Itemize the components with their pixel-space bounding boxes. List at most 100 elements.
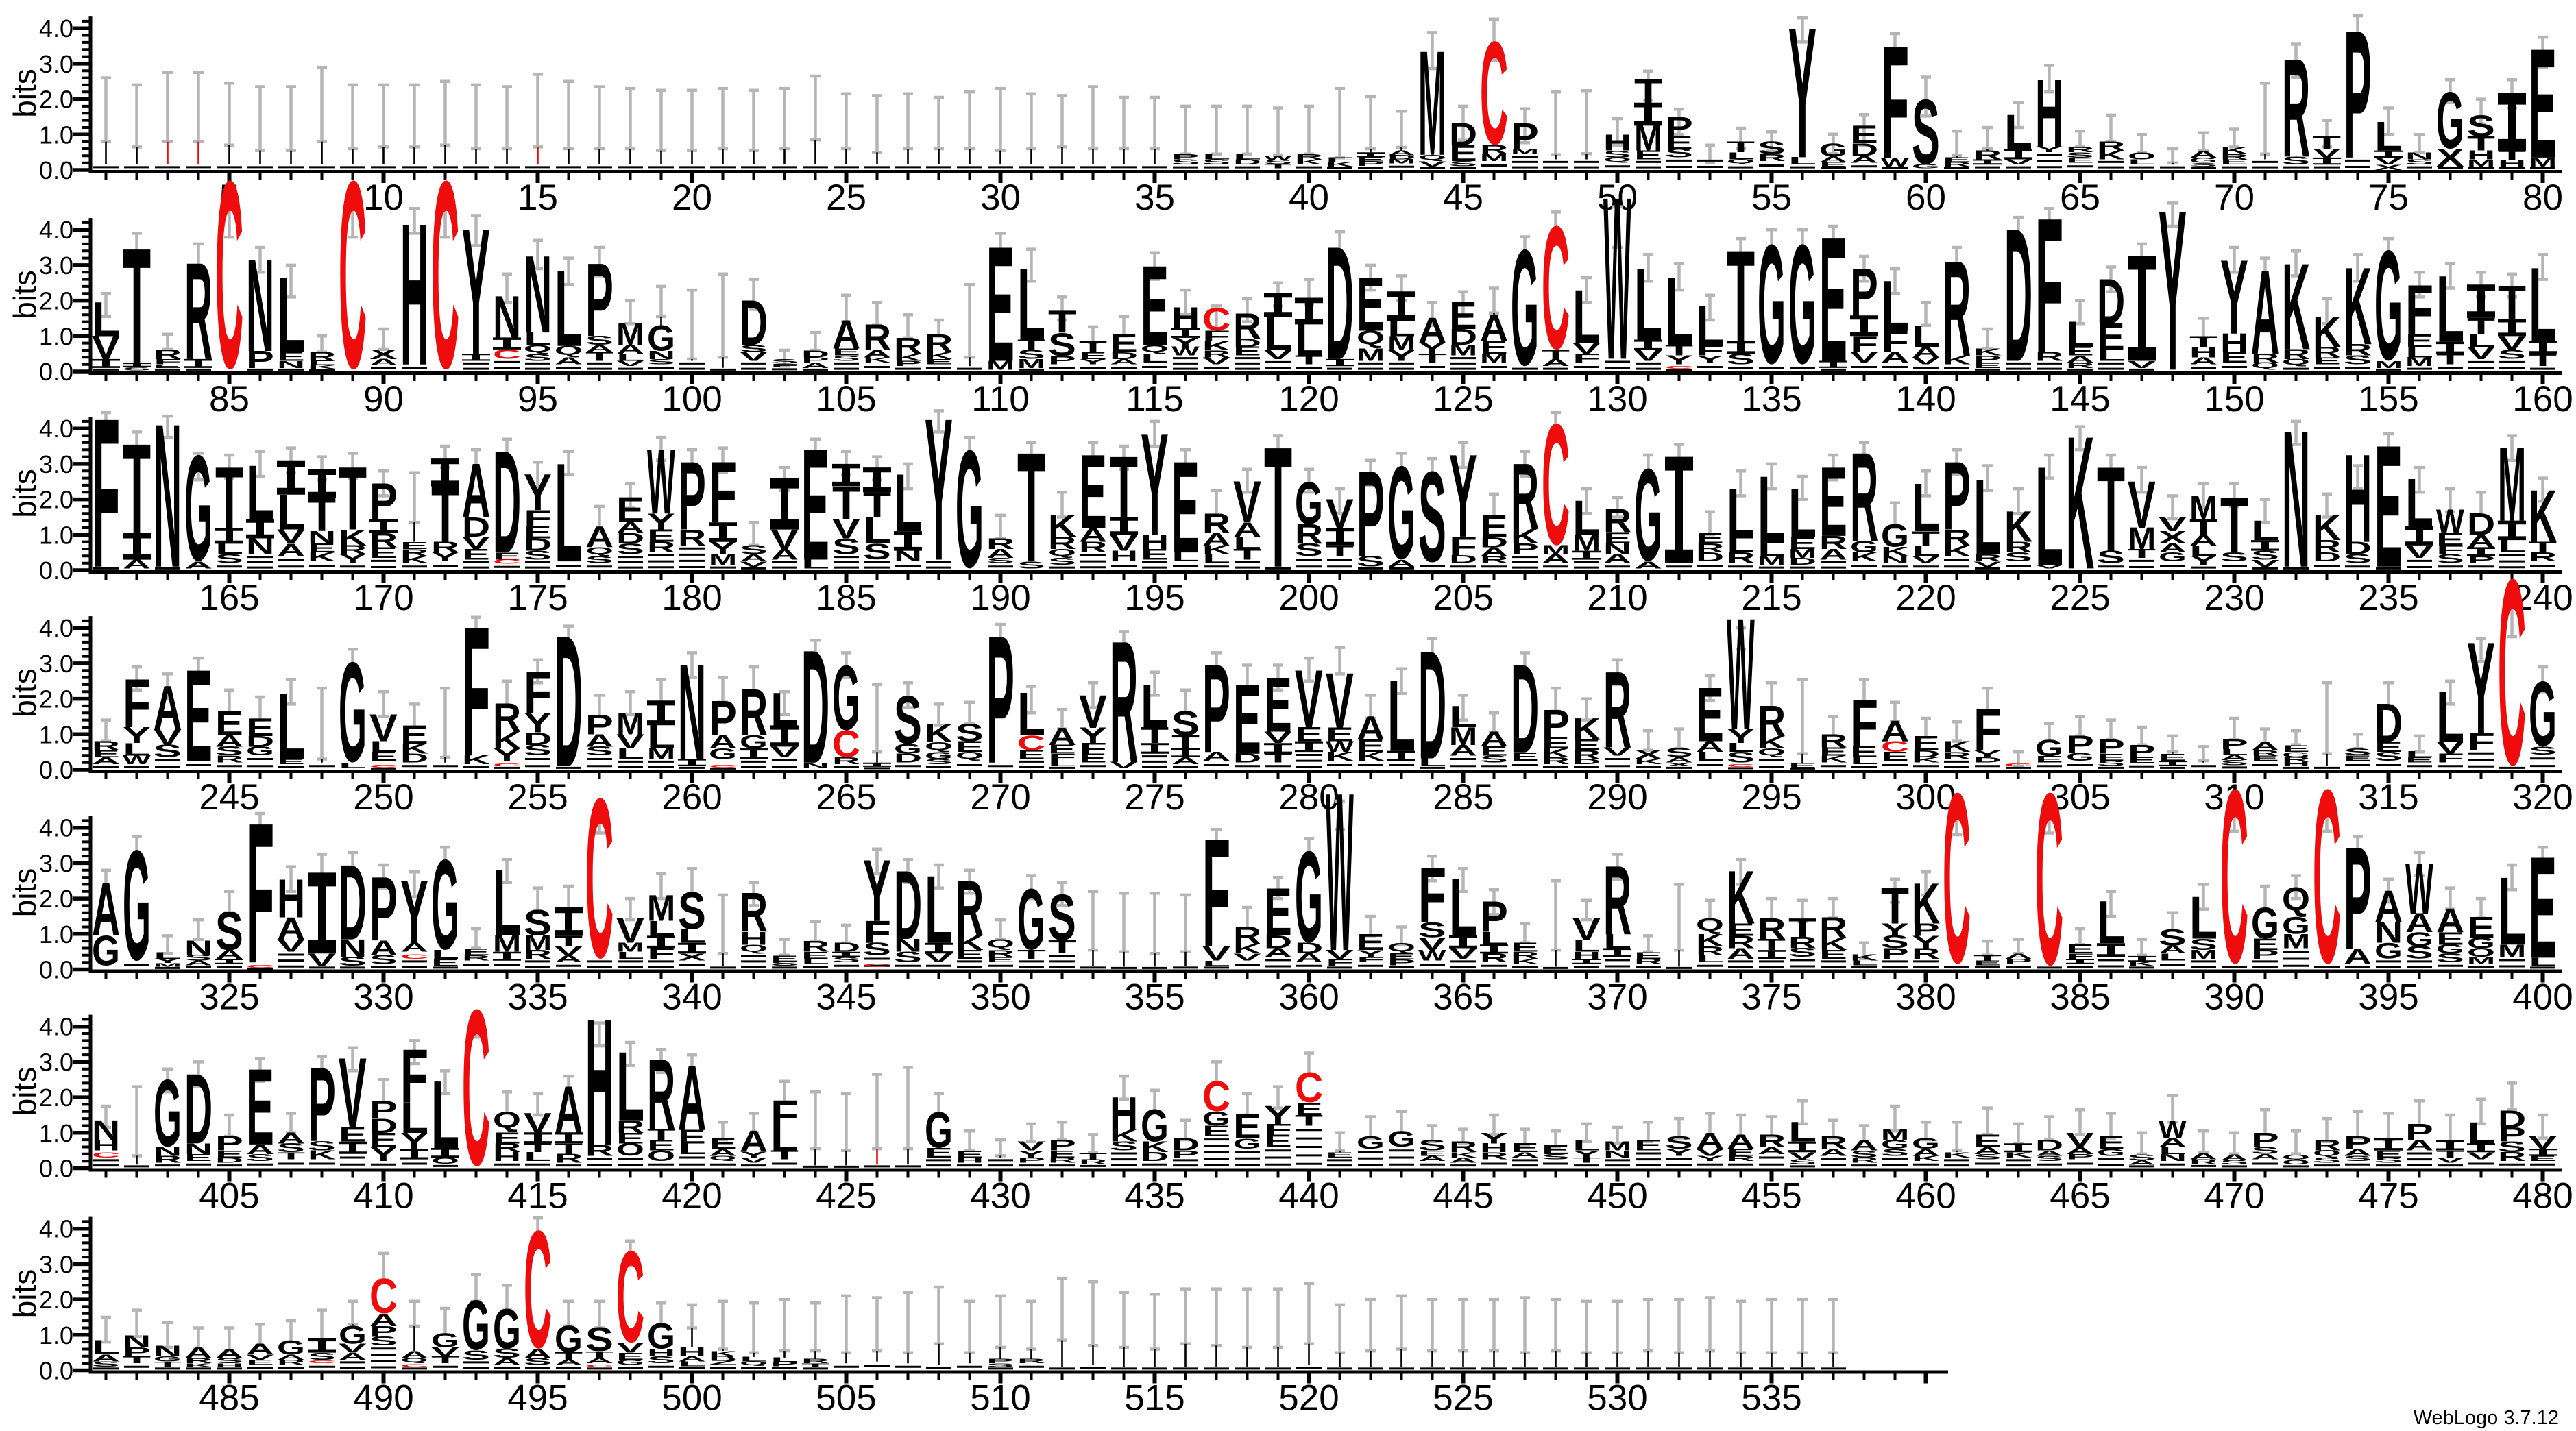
svg-text:O: O: [2467, 946, 2495, 959]
svg-text:A: A: [277, 1353, 305, 1362]
svg-text:C: C: [709, 763, 737, 768]
svg-text:L: L: [1727, 535, 1755, 557]
svg-text:R: R: [493, 1140, 521, 1155]
svg-text:V: V: [339, 1341, 367, 1356]
svg-text:E: E: [2374, 1149, 2403, 1160]
svg-text:4.0: 4.0: [39, 614, 73, 642]
svg-text:G: G: [1850, 537, 1878, 556]
svg-text:A: A: [369, 935, 398, 960]
svg-text:K: K: [1634, 757, 1663, 766]
svg-text:P: P: [2128, 741, 2156, 761]
svg-text:L: L: [1202, 959, 1230, 968]
svg-text:G: G: [1788, 209, 1816, 399]
svg-text:R: R: [1758, 1131, 1786, 1151]
svg-text:K: K: [1943, 353, 1971, 367]
svg-text:W: W: [1264, 154, 1293, 161]
svg-text:X: X: [1665, 761, 1693, 767]
svg-text:R: R: [1819, 731, 1847, 752]
svg-text:1.0: 1.0: [39, 322, 73, 350]
svg-text:L: L: [1696, 953, 1724, 965]
svg-text:C: C: [2004, 762, 2032, 767]
svg-text:S: S: [2035, 1154, 2063, 1162]
svg-text:M: M: [1881, 1126, 1909, 1143]
svg-text:P: P: [1171, 153, 1200, 162]
svg-text:P: P: [369, 1095, 398, 1124]
svg-text:R: R: [1449, 1138, 1477, 1155]
svg-text:Y: Y: [462, 193, 490, 393]
svg-text:C: C: [1542, 388, 1570, 580]
svg-text:R: R: [1943, 750, 1971, 761]
svg-text:G: G: [277, 1337, 305, 1359]
svg-text:E: E: [1264, 874, 1292, 951]
svg-text:T: T: [2467, 313, 2496, 339]
svg-text:225: 225: [2050, 578, 2110, 618]
svg-text:C: C: [585, 1364, 613, 1367]
svg-text:R: R: [1973, 148, 2002, 162]
svg-text:Y: Y: [431, 550, 459, 564]
svg-text:G: G: [462, 1286, 490, 1365]
svg-text:L: L: [1973, 456, 2002, 578]
svg-text:D: D: [1295, 940, 1323, 957]
svg-text:L: L: [678, 1360, 706, 1368]
svg-text:160: 160: [2512, 379, 2573, 419]
svg-text:E: E: [1850, 120, 1878, 149]
svg-text:R: R: [184, 1356, 212, 1365]
svg-text:S: S: [585, 1321, 613, 1358]
svg-text:3.0: 3.0: [39, 252, 73, 280]
svg-text:V: V: [154, 724, 182, 750]
svg-text:K: K: [1233, 941, 1261, 957]
svg-text:V: V: [2374, 156, 2403, 167]
svg-text:X: X: [2159, 527, 2187, 548]
svg-text:E: E: [2436, 529, 2464, 550]
svg-text:G: G: [2282, 750, 2310, 759]
svg-text:520: 520: [1278, 1378, 1339, 1419]
svg-text:S: S: [2498, 347, 2526, 362]
svg-text:V: V: [1850, 349, 1878, 366]
svg-text:S: S: [1048, 326, 1076, 363]
svg-text:A: A: [215, 947, 243, 962]
svg-text:T: T: [770, 1148, 799, 1162]
svg-text:320: 320: [2512, 777, 2573, 818]
svg-text:E: E: [647, 1136, 675, 1153]
svg-text:S: S: [2498, 1138, 2526, 1155]
svg-text:E: E: [308, 541, 336, 555]
svg-text:W: W: [1326, 745, 1354, 998]
svg-text:S: S: [770, 358, 799, 365]
svg-text:S: S: [524, 742, 552, 759]
svg-text:R: R: [1850, 1156, 1878, 1165]
svg-text:S: S: [1357, 553, 1385, 570]
svg-text:E: E: [2405, 756, 2433, 765]
svg-text:105: 105: [816, 379, 876, 419]
svg-text:N: N: [92, 1114, 120, 1146]
svg-text:R: R: [1603, 846, 1631, 955]
svg-text:G: G: [431, 834, 459, 977]
svg-text:4.0: 4.0: [39, 415, 73, 443]
svg-text:L: L: [2189, 884, 2217, 952]
svg-text:V: V: [1017, 1139, 1045, 1153]
svg-text:E: E: [493, 1129, 521, 1147]
svg-text:H: H: [647, 1346, 675, 1358]
svg-text:R: R: [400, 547, 428, 559]
svg-text:H: H: [1141, 530, 1169, 554]
svg-text:L: L: [1418, 756, 1446, 768]
svg-text:S: S: [462, 1347, 490, 1362]
svg-text:260: 260: [661, 777, 722, 818]
svg-text:275: 275: [1124, 777, 1184, 818]
svg-text:365: 365: [1433, 977, 1493, 1018]
svg-text:bits: bits: [7, 1269, 42, 1319]
svg-text:R: R: [863, 317, 891, 358]
svg-text:V: V: [1264, 347, 1292, 362]
svg-text:E: E: [1048, 1149, 1076, 1160]
svg-text:C: C: [369, 763, 398, 768]
svg-text:F: F: [1048, 752, 1076, 763]
svg-text:F: F: [1079, 740, 1107, 757]
svg-text:E: E: [400, 720, 428, 749]
svg-text:390: 390: [2204, 977, 2264, 1018]
svg-text:N: N: [1603, 541, 1631, 558]
svg-text:Q: Q: [1603, 156, 1631, 163]
svg-text:A: A: [369, 1310, 398, 1330]
svg-text:V: V: [1110, 760, 1139, 770]
svg-text:A: A: [493, 1356, 521, 1367]
svg-text:T: T: [1264, 163, 1292, 169]
svg-text:T: T: [1048, 305, 1076, 340]
